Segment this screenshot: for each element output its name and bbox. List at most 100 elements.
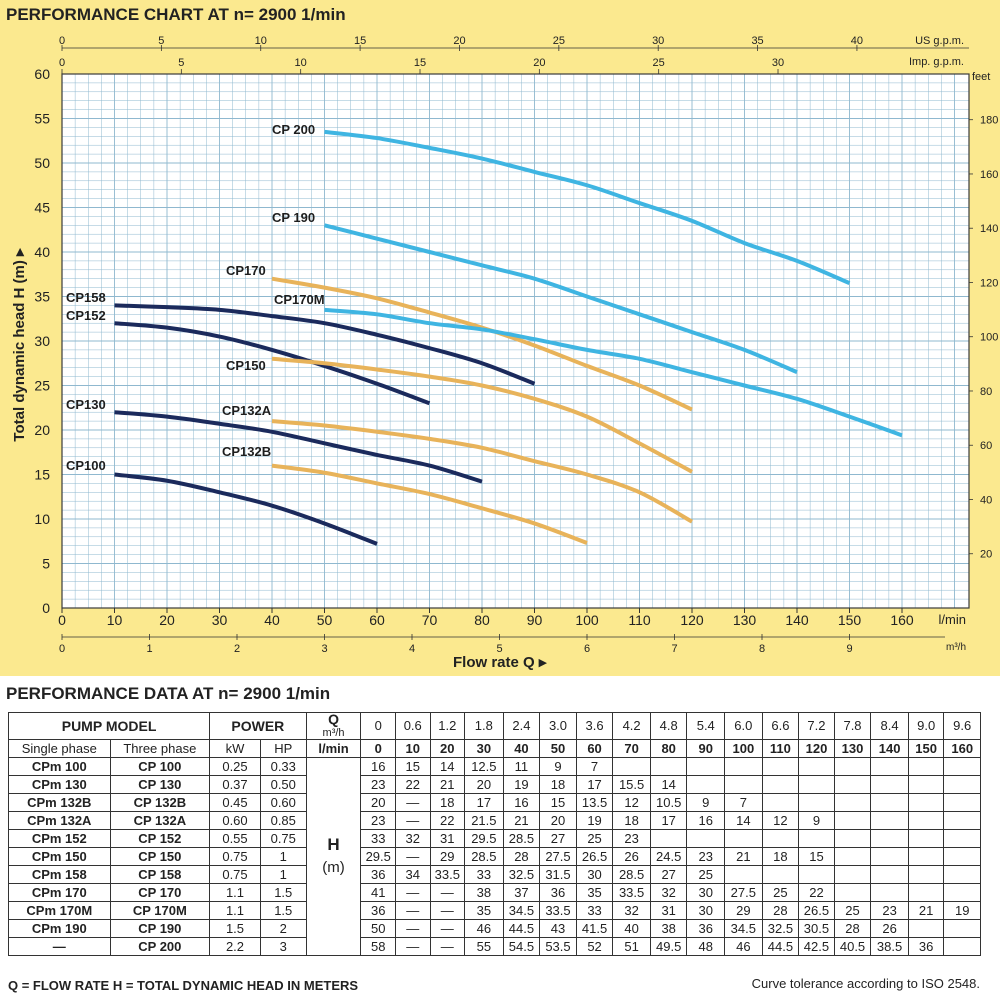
q-lmin-cell: 60 — [575, 739, 614, 758]
head-value-cell: 29 — [429, 847, 466, 866]
x-axis-title: Flow rate Q ▸ — [453, 654, 548, 671]
m3h-tick-label: 1 — [146, 643, 152, 655]
q-m3h-cell: 4.2 — [612, 712, 651, 740]
q-m3h-cell: 6.6 — [761, 712, 800, 740]
usgpm-tick-label: 15 — [354, 35, 366, 47]
head-value-cell: — — [429, 883, 466, 902]
head-value-cell: — — [429, 937, 466, 956]
head-value-cell: 48 — [686, 937, 726, 956]
head-value-cell: 30.5 — [798, 919, 835, 938]
head-value-cell: 29.5 — [360, 847, 396, 866]
head-value-cell — [943, 919, 981, 938]
power-hp: 1.5 — [259, 883, 307, 902]
head-value-cell: 14 — [429, 757, 466, 776]
head-value-cell: 33 — [360, 829, 396, 848]
x-tick-label: 60 — [369, 612, 385, 628]
head-value-cell — [761, 865, 800, 884]
head-value-cell: 32.5 — [761, 919, 800, 938]
single-phase-model: CPm 130 — [8, 775, 111, 794]
y-tick-label: 0 — [42, 600, 50, 616]
head-value-cell — [943, 775, 981, 794]
impgpm-tick-label: 30 — [772, 57, 784, 69]
head-value-cell: 16 — [686, 811, 726, 830]
head-value-cell: 32.5 — [502, 865, 541, 884]
head-value-cell: 46 — [464, 919, 504, 938]
impgpm-tick-label: 20 — [533, 57, 545, 69]
y-tick-label: 5 — [42, 556, 50, 572]
q-m3h-cell: 4.8 — [649, 712, 688, 740]
series-label-cp190: CP 190 — [272, 210, 315, 225]
power-kw: 0.55 — [209, 829, 261, 848]
power-hp: 0.50 — [259, 775, 307, 794]
head-value-cell — [686, 829, 726, 848]
head-value-cell: 49.5 — [649, 937, 688, 956]
head-value-cell — [907, 775, 945, 794]
x-tick-label: 40 — [264, 612, 280, 628]
head-value-cell: 36 — [360, 865, 396, 884]
usgpm-tick-label: 30 — [652, 35, 664, 47]
head-value-cell: — — [394, 811, 431, 830]
head-value-cell: 13.5 — [575, 793, 614, 812]
feet-tick-label: 120 — [980, 277, 998, 289]
head-value-cell — [686, 757, 726, 776]
head-value-cell — [761, 757, 800, 776]
three-phase-model: CP 170M — [109, 901, 211, 920]
head-value-cell: 32 — [612, 901, 651, 920]
power-hp: 2 — [259, 919, 307, 938]
usgpm-tick-label: 35 — [751, 35, 763, 47]
q-m3h-cell: 7.2 — [798, 712, 835, 740]
head-value-cell: 23 — [870, 901, 909, 920]
table-title: PERFORMANCE DATA AT n= 2900 1/min — [6, 684, 331, 703]
head-value-cell: 28 — [502, 847, 541, 866]
series-line-cp100 — [114, 472, 378, 546]
m3h-tick-label: 5 — [496, 643, 502, 655]
head-value-cell: 9 — [798, 811, 835, 830]
series-label-cp100: CP100 — [66, 458, 106, 473]
head-value-cell: 20 — [360, 793, 396, 812]
pump-model-header: PUMP MODEL — [7, 712, 211, 740]
head-value-cell: 17 — [649, 811, 688, 830]
impgpm-tick-label: 10 — [295, 57, 307, 69]
head-value-cell — [724, 775, 763, 794]
q-lmin-cell: 10 — [394, 739, 431, 758]
head-value-cell — [724, 757, 763, 776]
hp-header: HP — [259, 739, 307, 758]
head-value-cell: 31 — [429, 829, 466, 848]
impgpm-tick-label: 5 — [178, 57, 184, 69]
usgpm-tick-label: 0 — [59, 35, 65, 47]
q-m3h-cell: 0 — [360, 712, 396, 740]
head-value-cell: 29.5 — [464, 829, 504, 848]
q-lmin-cell: 20 — [429, 739, 466, 758]
head-value-cell: 15 — [539, 793, 577, 812]
head-value-cell: 23 — [360, 775, 396, 794]
three-phase-model: CP 100 — [109, 757, 211, 776]
impgpm-tick-label: 0 — [59, 57, 65, 69]
x-tick-label: 50 — [317, 612, 333, 628]
usgpm-tick-label: 5 — [158, 35, 164, 47]
q-lmin-cell: 130 — [833, 739, 872, 758]
head-value-cell: 36 — [686, 919, 726, 938]
head-value-cell: — — [394, 883, 431, 902]
head-value-cell — [870, 883, 909, 902]
feet-tick-label: 160 — [980, 169, 998, 181]
head-value-cell: 31.5 — [539, 865, 577, 884]
q-m3h-cell: 0.6 — [394, 712, 431, 740]
q-m3h-cell: 3.6 — [575, 712, 614, 740]
head-value-cell: 41 — [360, 883, 396, 902]
head-value-cell: 25 — [833, 901, 872, 920]
power-kw: 0.60 — [209, 811, 261, 830]
power-kw: 0.45 — [209, 793, 261, 812]
head-value-cell: 58 — [360, 937, 396, 956]
head-value-cell: 25 — [686, 865, 726, 884]
head-value-cell — [833, 793, 872, 812]
head-value-cell: 21 — [429, 775, 466, 794]
table-row: CPm 152 CP 152 0.55 0.75 33 32 31 29.5 28.5 27 25 2… — [8, 829, 981, 848]
y-tick-label: 40 — [34, 244, 50, 260]
three-phase-model: CP 158 — [109, 865, 211, 884]
series-labels: CP100 CP130 CP152 CP158 CP132A CP132B CP150 CP1… — [66, 122, 325, 473]
head-value-cell: 9 — [686, 793, 726, 812]
head-value-cell: 18 — [429, 793, 466, 812]
q-m3h-cell: 9.0 — [907, 712, 945, 740]
usgpm-unit-label: US g.p.m. — [915, 35, 964, 47]
